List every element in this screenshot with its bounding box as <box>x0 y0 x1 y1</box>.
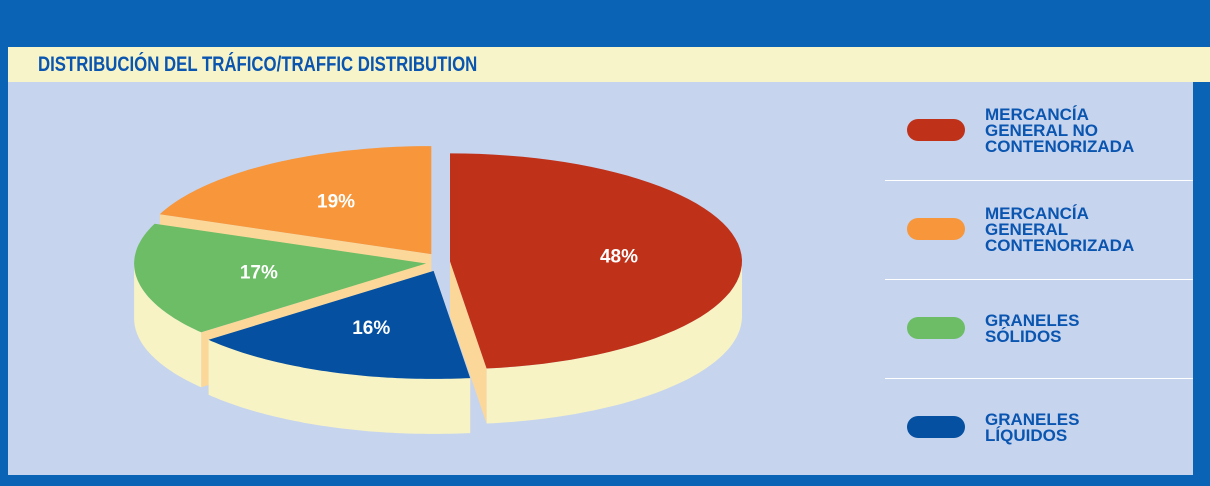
slice-wall <box>486 261 742 424</box>
legend-item: GRANELES LÍQUIDOS <box>885 379 1193 477</box>
legend-label-box: GRANELES SÓLIDOS <box>985 280 1185 378</box>
legend-swatch <box>907 416 965 438</box>
legend-swatch <box>907 317 965 339</box>
legend-label: MERCANCÍA GENERAL CONTENORIZADA <box>985 204 1135 255</box>
legend-swatch <box>907 218 965 240</box>
value-label: 48% <box>600 246 638 267</box>
slice-side <box>450 261 487 424</box>
value-label: 19% <box>317 191 355 212</box>
slice-wall <box>134 263 202 388</box>
pie-chart: 48% 16% 17% 19% <box>134 146 742 434</box>
slice-wall <box>208 339 471 434</box>
slice <box>450 153 742 369</box>
legend-label-box: MERCANCÍA GENERAL CONTENORIZADA <box>985 181 1185 279</box>
legend-label: GRANELES LÍQUIDOS <box>985 410 1080 445</box>
legend-swatch <box>907 119 965 141</box>
chart-title: DISTRIBUCIÓN DEL TRÁFICO/TRAFFIC DISTRIB… <box>38 53 478 76</box>
legend-label-box: MERCANCÍA GENERAL NO CONTENORIZADA <box>985 82 1185 180</box>
slice <box>208 270 471 379</box>
legend-label: MERCANCÍA GENERAL NO CONTENORIZADA <box>985 105 1135 156</box>
value-label: 16% <box>352 318 390 339</box>
legend-item: MERCANCÍA GENERAL NO CONTENORIZADA <box>885 82 1193 181</box>
value-label: 17% <box>240 262 278 283</box>
legend-item: MERCANCÍA GENERAL CONTENORIZADA <box>885 181 1193 280</box>
legend-label-box: GRANELES LÍQUIDOS <box>985 379 1185 477</box>
slice <box>159 146 432 255</box>
legend-item: GRANELES SÓLIDOS <box>885 280 1193 379</box>
legend-label: GRANELES SÓLIDOS <box>985 311 1080 346</box>
title-bar: DISTRIBUCIÓN DEL TRÁFICO/TRAFFIC DISTRIB… <box>8 47 1210 82</box>
slice <box>134 223 427 333</box>
chart-body: 48% 16% 17% 19% MERCANCÍA GENERAL NO CONTEN… <box>8 82 1193 475</box>
